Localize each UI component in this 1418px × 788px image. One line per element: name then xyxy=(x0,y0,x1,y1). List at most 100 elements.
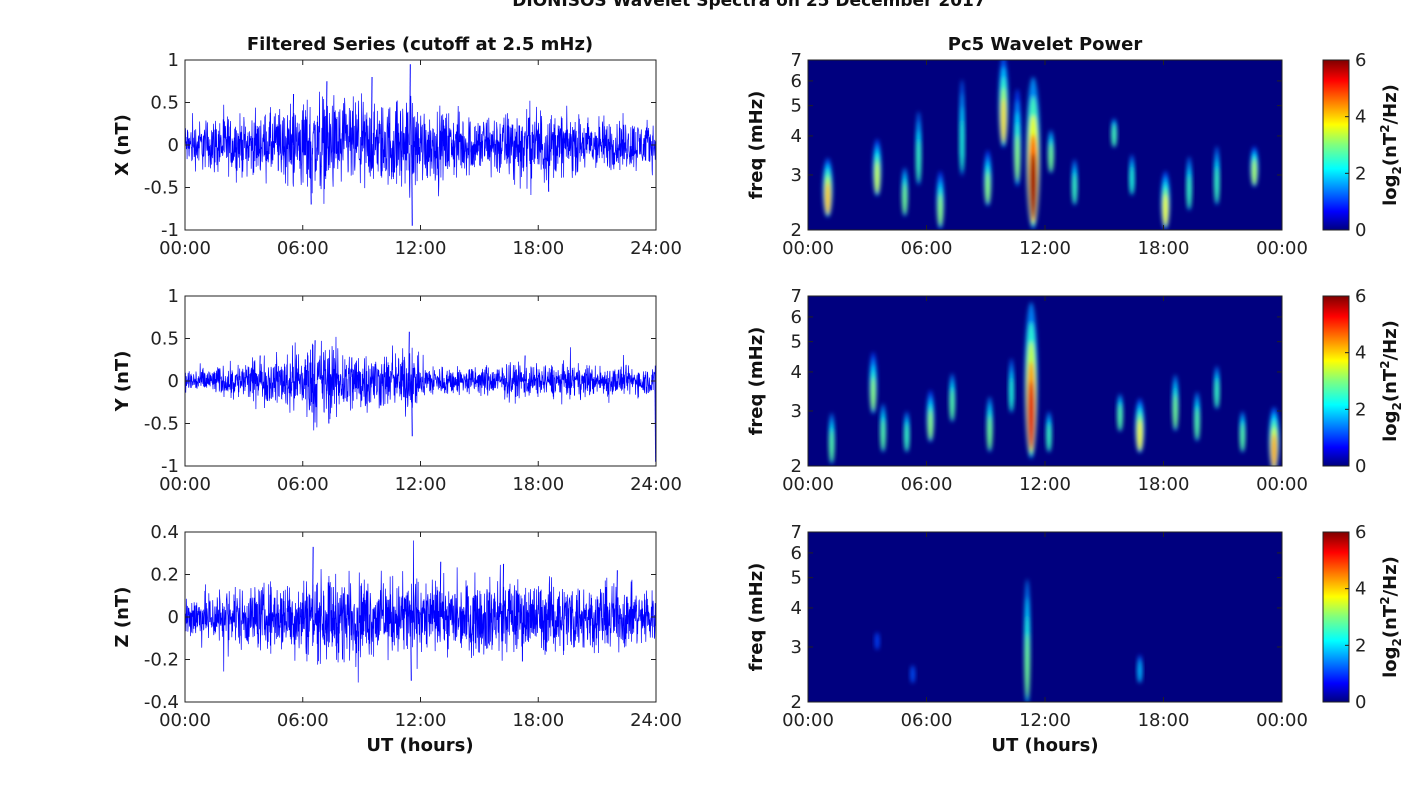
x-tick-label: 12:00 xyxy=(1019,710,1071,731)
series-spike xyxy=(312,546,314,618)
colorbar-gradient xyxy=(1322,531,1350,703)
y-tick-label: 7 xyxy=(791,286,802,307)
y-axis-label: freq (mHz) xyxy=(746,563,767,672)
power-blob xyxy=(1117,393,1124,432)
panel-x-wavelet: Pc5 Wavelet Power 00:00 06:00 12:00 18:00 00… xyxy=(746,34,1404,259)
x-tick-label: 18:00 xyxy=(512,710,564,731)
power-blob xyxy=(869,351,877,415)
power-blob xyxy=(1135,398,1145,454)
power-blob xyxy=(822,158,833,218)
colorbar-tick-label: 6 xyxy=(1355,50,1366,71)
power-blob xyxy=(926,389,935,443)
x-tick-label: 06:00 xyxy=(277,238,329,259)
y-ticks: -1 -0.5 0 0.5 1 xyxy=(144,286,656,477)
y-tick-label: -0.5 xyxy=(144,178,179,199)
wavelet-power xyxy=(874,579,1143,702)
power-blob xyxy=(1024,302,1038,460)
power-blob xyxy=(1214,365,1220,410)
x-tick-label: 00:00 xyxy=(782,710,834,731)
y-tick-label: 0 xyxy=(168,607,179,628)
y-tick-label: 4 xyxy=(791,126,802,147)
y-tick-label: 1 xyxy=(168,50,179,71)
x-tick-label: 06:00 xyxy=(901,710,953,731)
y-axis-label: Y (nT) xyxy=(112,351,133,413)
wavelet-background xyxy=(808,60,1282,230)
y-ticks: -1 -0.5 0 0.5 1 xyxy=(144,50,656,241)
y-tick-label: 3 xyxy=(791,637,802,658)
series-spike xyxy=(616,570,618,618)
series-trace xyxy=(185,91,656,204)
y-tick-label: 6 xyxy=(791,543,802,564)
x-tick-label: 18:00 xyxy=(512,474,564,495)
power-blob xyxy=(901,167,908,217)
x-tick-label: 12:00 xyxy=(395,238,447,259)
series-spike xyxy=(292,93,295,146)
x-tick-label: 06:00 xyxy=(277,474,329,495)
x-tick-label: 24:00 xyxy=(630,238,682,259)
series-spike xyxy=(411,144,413,226)
y-tick-label: 0.5 xyxy=(150,93,179,114)
power-blob xyxy=(1172,374,1179,432)
y-tick-label: 5 xyxy=(791,96,802,117)
colorbar: 0 2 4 6 log2(nT2/Hz) xyxy=(1322,286,1404,477)
y-tick-label: -1 xyxy=(161,220,179,241)
colorbar-tick-label: 6 xyxy=(1355,286,1366,307)
wavelet-power xyxy=(828,302,1280,466)
series-spike xyxy=(325,81,328,146)
y-tick-label: 5 xyxy=(791,332,802,353)
figure-title: DIONISOS Wavelet Spectra on 25 December … xyxy=(512,0,985,11)
series-spike xyxy=(524,355,526,382)
power-blob xyxy=(1026,76,1041,230)
colorbar-tick-label: 2 xyxy=(1355,399,1366,420)
x-tick-label: 12:00 xyxy=(1019,238,1071,259)
x-tick-label: 06:00 xyxy=(901,474,953,495)
power-blob xyxy=(1137,654,1143,684)
power-blob xyxy=(1239,411,1246,453)
x-tick-label: 18:00 xyxy=(1138,474,1190,495)
colorbar-label: log2(nT2/Hz) xyxy=(1378,84,1404,206)
x-ticks: 00:00 06:00 12:00 18:00 00:00 xyxy=(782,60,1308,259)
y-axis-label: Z (nT) xyxy=(112,587,133,648)
y-ticks: 2 3 4 5 67 xyxy=(791,286,1282,477)
x-ticks: 00:00 06:00 12:00 18:00 24:00 xyxy=(159,532,682,731)
y-ticks: 2 3 4 5 67 xyxy=(791,50,1282,241)
series-line xyxy=(185,331,656,462)
colorbar-tick-label: 0 xyxy=(1355,692,1366,713)
panel-title: Filtered Series (cutoff at 2.5 mHz) xyxy=(247,34,593,55)
wavelet-background xyxy=(808,296,1282,466)
power-blob xyxy=(998,60,1009,148)
colorbar-ticks: 0 2 4 6 xyxy=(1345,286,1366,477)
y-tick-label: 0.5 xyxy=(150,329,179,350)
y-tick-label: -1 xyxy=(161,456,179,477)
colorbar-ticks: 0 2 4 6 xyxy=(1345,522,1366,713)
colorbar-gradient xyxy=(1322,295,1350,467)
series-spike xyxy=(439,561,442,618)
colorbar-label: log2(nT2/Hz) xyxy=(1378,320,1404,442)
x-tick-label: 00:00 xyxy=(1256,474,1308,495)
x-tick-label: 00:00 xyxy=(159,238,211,259)
power-blob xyxy=(1071,159,1078,206)
y-axis-label: X (nT) xyxy=(112,114,133,176)
series-trace xyxy=(185,336,656,431)
series-spike xyxy=(411,380,413,437)
colorbar-tick-label: 0 xyxy=(1355,456,1366,477)
x-tick-label: 24:00 xyxy=(630,710,682,731)
x-tick-label: 18:00 xyxy=(512,238,564,259)
colorbar-tick-label: 4 xyxy=(1355,579,1366,600)
y-tick-label: 6 xyxy=(791,307,802,328)
x-tick-label: 00:00 xyxy=(159,474,211,495)
wavelet-power xyxy=(822,60,1259,230)
panel-z-series: 00:00 06:00 12:00 18:00 24:00 -0.4 -0.2 0 0.2 0.… xyxy=(112,522,682,756)
colorbar-ticks: 0 2 4 6 xyxy=(1345,50,1366,241)
series-spike xyxy=(547,144,550,192)
y-tick-label: 3 xyxy=(791,165,802,186)
x-tick-label: 18:00 xyxy=(1138,710,1190,731)
x-ticks: 00:00 06:00 12:00 18:00 00:00 xyxy=(782,532,1308,731)
x-tick-label: 12:00 xyxy=(395,474,447,495)
x-tick-label: 06:00 xyxy=(901,238,953,259)
y-tick-label: 0 xyxy=(168,371,179,392)
y-tick-label: 2 xyxy=(791,456,802,477)
power-blob xyxy=(1013,88,1022,187)
